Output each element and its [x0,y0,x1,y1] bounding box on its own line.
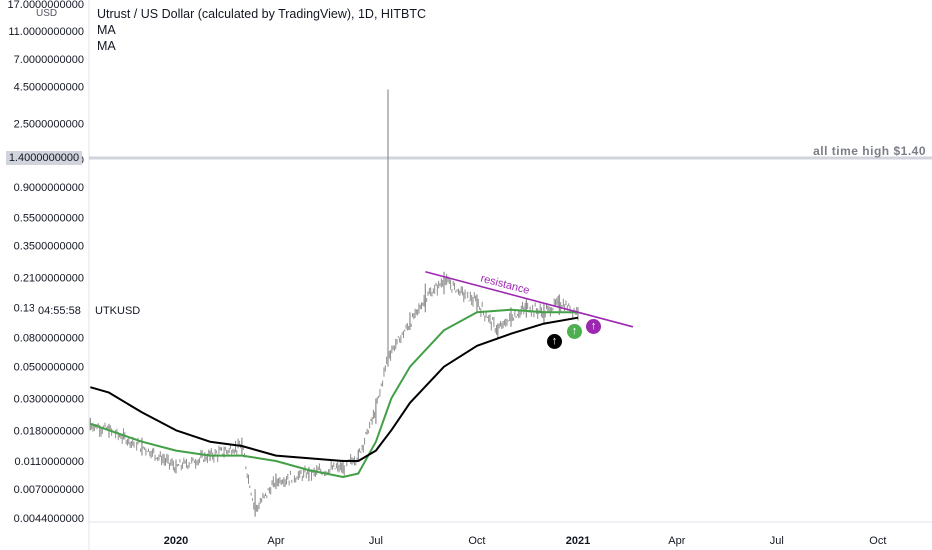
x-axis-ticks: 2020 Apr Jul Oct 2021 Apr Jul Oct [164,535,887,547]
y-tick-label: 0.0800000000 [14,332,84,344]
symbol-label: UTKUSD [95,305,141,317]
x-tick-label: Apr [668,535,685,547]
currency-label: USD [36,8,58,19]
y-tick-label: 0.0180000000 [14,425,84,437]
ma-lines-layer [89,308,579,478]
x-tick-label: 2021 [566,535,590,547]
arrow-up-green-icon: ↑ [567,324,582,339]
ma-slow-line [90,316,579,462]
y-tick-label: 4.5000000000 [14,82,84,94]
x-tick-label: Jul [770,535,784,547]
y-tick-label: 11.0000000000 [8,26,84,38]
y-tick-label: 0.3500000000 [14,241,84,253]
y-tick-label: 0.0070000000 [14,484,84,496]
ath-label: all time high $1.40 [813,144,926,158]
y-tick-label: 0.5500000000 [14,213,84,225]
y-tick-label: 17.0000000000 [8,0,84,11]
y-tick-label: 0.0300000000 [14,394,84,406]
resistance-layer: resistance [425,271,634,328]
x-tick-label: Oct [468,535,485,547]
arrow-up-purple-icon: ↑ [586,319,601,334]
indicator-ma-2[interactable]: MA [97,39,116,53]
x-tick-label: Jul [369,535,383,547]
y-tick-label: 0.2100000000 [14,272,84,284]
x-tick-label: 2020 [164,535,188,547]
y-tick-label: 7.0000000000 [14,54,84,66]
y-tick-label: 0.0110000000 [14,456,84,468]
candles-layer [89,89,579,517]
y-tick-label: 0.0044000000 [14,513,84,525]
price-axis-bg [0,0,89,522]
y-tick-label: 0.9000000000 [14,182,84,194]
arrow-up-black-icon: ↑ [547,334,562,349]
bar-countdown: 04:55:58 [34,303,85,319]
ma-fast-line [89,308,578,478]
y-tick-label: 2.5000000000 [14,118,84,130]
ath-price-tag: 1.4000000000 [6,151,82,165]
chart-title: Utrust / US Dollar (calculated by Tradin… [97,7,427,21]
x-tick-label: Apr [267,535,284,547]
y-tick-label: 0.0500000000 [14,362,84,374]
resistance-line[interactable] [425,271,634,328]
chart-legend: Utrust / US Dollar (calculated by Tradin… [97,6,426,54]
indicator-ma-1[interactable]: MA [97,23,116,37]
x-tick-label: Oct [869,535,886,547]
